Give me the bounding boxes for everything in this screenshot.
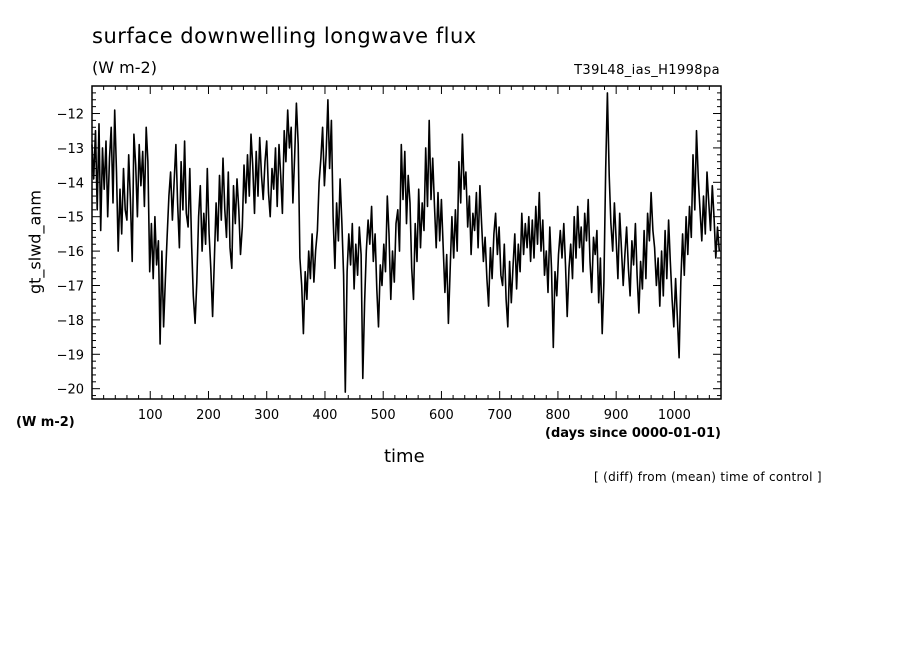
axis-tick-labels: 100 200 300 400 500 600 700 800 900 1000 −20 −19 −18… bbox=[57, 108, 691, 423]
x-tick-label: 800 bbox=[546, 408, 571, 423]
y-tick-label: −19 bbox=[57, 348, 84, 363]
chart-title: surface downwelling longwave flux bbox=[92, 24, 477, 48]
chart-subtitle-units: (W m-2) bbox=[92, 58, 157, 77]
x-axis-label: time bbox=[384, 446, 425, 467]
diff-note: [ (diff) from (mean) time of control ] bbox=[594, 470, 822, 484]
x-tick-label: 900 bbox=[604, 408, 629, 423]
y-tick-label: −17 bbox=[57, 279, 84, 294]
x-tick-label: 100 bbox=[138, 408, 163, 423]
x-tick-label: 300 bbox=[254, 408, 279, 423]
y-tick-label: −14 bbox=[57, 176, 84, 191]
x-tick-label: 600 bbox=[429, 408, 454, 423]
x-tick-label: 200 bbox=[196, 408, 221, 423]
y-tick-label: −12 bbox=[57, 108, 84, 123]
x-units-label: (days since 0000-01-01) bbox=[545, 426, 721, 441]
series-line bbox=[91, 92, 721, 393]
y-tick-label: −20 bbox=[57, 383, 84, 398]
y-tick-label: −13 bbox=[57, 142, 84, 157]
run-label: T39L48_ias_H1998pa bbox=[574, 63, 720, 78]
y-tick-label: −18 bbox=[57, 314, 84, 329]
y-tick-label: −16 bbox=[57, 245, 84, 260]
x-tick-label: 500 bbox=[371, 408, 396, 423]
x-tick-label: 1000 bbox=[658, 408, 691, 423]
axis-ticks bbox=[92, 85, 721, 399]
y-tick-label: −15 bbox=[57, 211, 84, 226]
x-tick-label: 400 bbox=[313, 408, 338, 423]
x-tick-label: 700 bbox=[487, 408, 512, 423]
y-units-label: (W m-2) bbox=[16, 415, 75, 430]
